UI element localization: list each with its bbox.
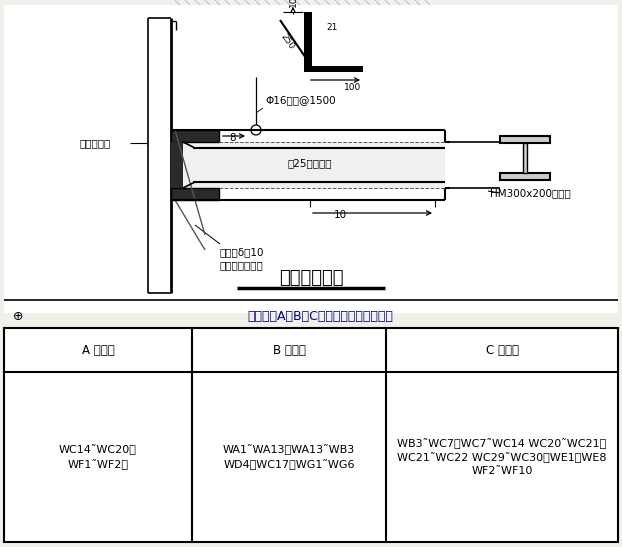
Bar: [304, 66, 363, 72]
Text: 剙25型鉢支撑: 剙25型鉢支撑: [288, 158, 332, 168]
Bar: [304, 12, 312, 72]
Text: WA1˜WA13、WA13˜WB3
WD4～WC17、WG1˜WG6: WA1˜WA13、WA13˜WB3 WD4～WC17、WG1˜WG6: [223, 444, 355, 470]
Text: 250: 250: [279, 32, 295, 51]
Bar: [171, 142, 183, 188]
Text: WC14˜WC20、
WF1˜WF2、: WC14˜WC20、 WF1˜WF2、: [59, 444, 137, 470]
Text: 10: 10: [333, 210, 346, 220]
Text: 21: 21: [326, 22, 337, 32]
Bar: [500, 136, 550, 143]
Text: 拉森鉢板桩: 拉森鉢板桩: [80, 138, 111, 148]
Text: Φ16吸筋@1500: Φ16吸筋@1500: [265, 95, 336, 105]
Text: 100: 100: [345, 84, 361, 92]
Text: ⊕: ⊕: [12, 310, 23, 323]
Bar: [183, 142, 445, 188]
Bar: [171, 130, 219, 142]
Text: 8: 8: [230, 133, 236, 143]
Bar: [500, 173, 550, 180]
Bar: [171, 188, 219, 200]
Circle shape: [251, 125, 261, 135]
Bar: [148, 18, 171, 293]
Text: HM300x200制腰梁: HM300x200制腰梁: [490, 188, 571, 198]
Bar: [4, 5, 618, 313]
Text: WB3˜WC7、WC7˜WC14 WC20˜WC21、
WC21˜WC22 WC29˜WC30、WE1～WE8
WF2˜WF10: WB3˜WC7、WC7˜WC14 WC20˜WC21、 WC21˜WC22 WC…: [397, 438, 606, 476]
Text: B 型支护: B 型支护: [272, 344, 305, 357]
Bar: [4, 328, 618, 542]
Text: A 型支护: A 型支护: [81, 344, 114, 357]
Text: （四）、A、B、C三类支护方法使用范围: （四）、A、B、C三类支护方法使用范围: [247, 310, 393, 323]
Text: 腰梁连接大样: 腰梁连接大样: [279, 269, 343, 287]
Bar: [523, 143, 527, 173]
Text: 加劲肋δ＝10
（仅支撑位置）: 加劲肋δ＝10 （仅支撑位置）: [220, 247, 264, 270]
Text: C 型支护: C 型支护: [486, 344, 519, 357]
Text: 100: 100: [289, 0, 297, 7]
